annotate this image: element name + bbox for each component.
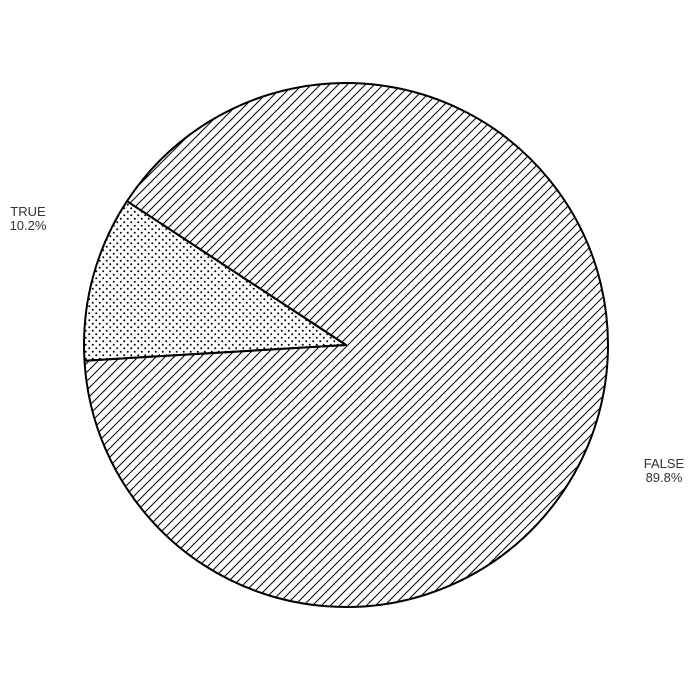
- pie-slices: [83, 82, 609, 608]
- slice-percent-true: 10.2%: [10, 218, 47, 233]
- slice-percent-false: 89.8%: [646, 470, 683, 485]
- slice-category-true: TRUE: [10, 204, 46, 219]
- pie-slice-false: [83, 82, 609, 608]
- slice-label-true: TRUE 10.2%: [10, 204, 47, 233]
- slice-category-false: FALSE: [644, 456, 685, 471]
- slice-label-false: FALSE 89.8%: [644, 456, 685, 485]
- pie-labels: TRUE 10.2% FALSE 89.8%: [10, 204, 685, 485]
- pie-slice-true: [83, 200, 347, 362]
